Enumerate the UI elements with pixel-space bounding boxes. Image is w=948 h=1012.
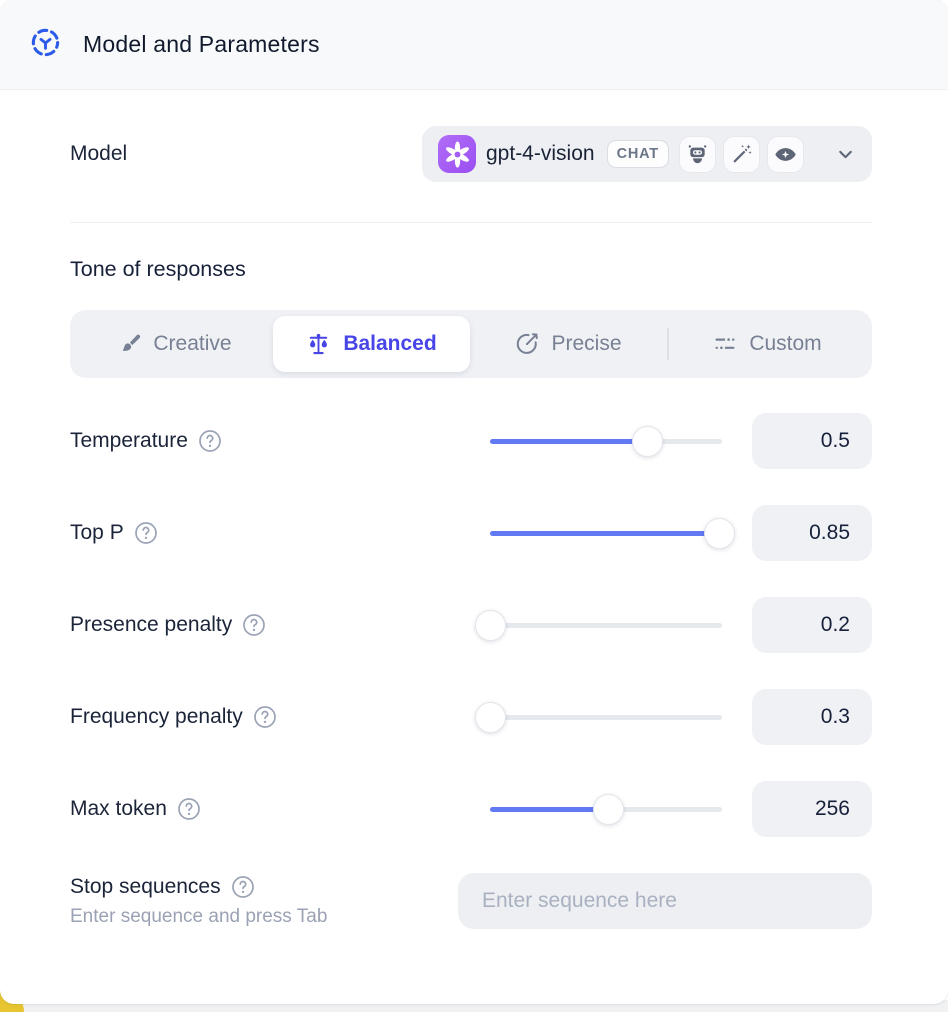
parameter-row: Frequency penalty 0.3 [70,689,872,745]
parameter-value[interactable]: 0.85 [752,505,872,561]
parameter-slider[interactable] [490,517,736,549]
parameter-label-wrap: Temperature [70,429,490,453]
parameter-rows: Temperature 0.5 Top P 0.85 Presence penalty 0… [70,413,872,837]
parameter-slider[interactable] [490,425,722,457]
parameter-label-wrap: Max token [70,797,490,821]
sliders-icon [713,332,737,356]
panel-header: Model and Parameters [0,0,948,90]
slider-fill [490,530,720,536]
slider-track[interactable] [490,622,722,628]
tone-option-precise[interactable]: Precise [470,316,667,372]
vision-eye-icon [766,135,804,173]
parameter-row: Top P 0.85 [70,505,872,561]
model-label: Model [70,142,128,165]
slider-thumb[interactable] [632,425,664,457]
panel-content: Model gpt-4-vision CHAT Tone of response… [0,90,948,1004]
parameter-label: Top P [70,521,124,544]
slider-thumb[interactable] [704,517,736,549]
parameter-label: Max token [70,797,167,820]
tone-segmented-control: Creative Balanced Precise Custom [70,310,872,378]
parameter-value[interactable]: 0.5 [752,413,872,469]
help-icon[interactable] [134,521,158,545]
tone-option-label: Precise [551,332,622,355]
help-icon[interactable] [242,613,266,637]
parameter-label-wrap: Top P [70,521,490,545]
stop-sequences-row: Stop sequences Enter sequence and press … [70,873,872,929]
model-row: Model gpt-4-vision CHAT [70,126,872,182]
tone-option-label: Custom [749,332,822,355]
model-select-dropdown[interactable]: gpt-4-vision CHAT [422,126,872,182]
panel-title: Model and Parameters [83,31,320,57]
stop-sequences-hint: Enter sequence and press Tab [70,905,328,927]
segment-divider [667,328,669,360]
parameter-slider[interactable] [474,609,722,641]
section-divider [70,222,872,223]
stop-sequences-label: Stop sequences [70,874,221,898]
parameter-row: Temperature 0.5 [70,413,872,469]
parameter-slider[interactable] [490,793,722,825]
slider-fill [490,438,648,444]
tone-option-custom[interactable]: Custom [669,316,866,372]
target-icon [515,332,539,356]
paintbrush-icon [117,332,141,356]
parameter-slider[interactable] [474,701,722,733]
slider-fill [490,806,609,812]
slider-thumb[interactable] [592,793,624,825]
parameter-label-wrap: Presence penalty [70,613,490,637]
tone-heading: Tone of responses [70,257,246,281]
model-type-badge: CHAT [606,140,669,168]
parameter-row: Presence penalty 0.2 [70,597,872,653]
help-icon[interactable] [231,875,255,899]
slider-thumb[interactable] [474,701,506,733]
tone-option-label: Balanced [343,332,437,355]
tone-option-balanced[interactable]: Balanced [273,316,470,372]
parameter-label-wrap: Frequency penalty [70,705,490,729]
parameter-value[interactable]: 256 [752,781,872,837]
parameter-value[interactable]: 0.3 [752,689,872,745]
help-icon[interactable] [177,797,201,821]
robot-icon [678,135,716,173]
selected-model-name: gpt-4-vision [486,142,595,165]
balance-scale-icon [306,332,331,357]
tone-option-label: Creative [153,332,232,355]
slider-track[interactable] [490,714,722,720]
chevron-down-icon [835,144,856,165]
help-icon[interactable] [253,705,277,729]
slider-thumb[interactable] [474,609,506,641]
stop-sequences-label-wrap: Stop sequences Enter sequence and press … [70,875,458,928]
stop-sequence-input[interactable] [458,873,872,929]
openai-logo-icon [438,135,476,173]
model-hub-icon [28,25,63,65]
parameter-label: Temperature [70,429,188,452]
parameter-label: Presence penalty [70,613,233,636]
parameter-value[interactable]: 0.2 [752,597,872,653]
parameter-row: Max token 256 [70,781,872,837]
magic-wand-icon [722,135,760,173]
help-icon[interactable] [198,429,222,453]
model-capability-badges [678,135,804,173]
tone-option-creative[interactable]: Creative [76,316,273,372]
parameter-label: Frequency penalty [70,705,243,728]
